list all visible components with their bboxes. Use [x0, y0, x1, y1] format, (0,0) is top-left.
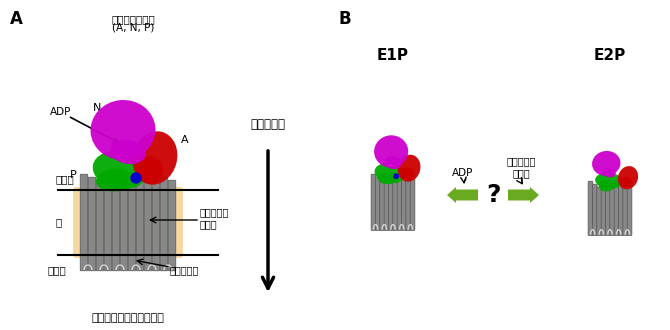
Ellipse shape	[599, 180, 615, 191]
FancyBboxPatch shape	[410, 174, 415, 230]
Ellipse shape	[90, 100, 155, 160]
Ellipse shape	[595, 173, 622, 189]
Text: 輸送の方向: 輸送の方向	[251, 118, 285, 131]
Ellipse shape	[618, 166, 638, 189]
FancyBboxPatch shape	[96, 180, 104, 271]
FancyBboxPatch shape	[597, 187, 602, 236]
FancyBboxPatch shape	[592, 184, 597, 236]
Ellipse shape	[592, 151, 620, 176]
FancyBboxPatch shape	[610, 187, 614, 236]
Text: ADP: ADP	[50, 107, 72, 117]
FancyBboxPatch shape	[627, 181, 632, 236]
FancyArrow shape	[508, 187, 539, 203]
FancyArrow shape	[447, 187, 478, 203]
FancyBboxPatch shape	[588, 181, 593, 236]
FancyBboxPatch shape	[160, 177, 168, 271]
Ellipse shape	[398, 155, 421, 182]
Text: カルシウムイオンポンプ: カルシウムイオンポンプ	[92, 313, 164, 323]
FancyBboxPatch shape	[401, 177, 406, 230]
Text: E2P: E2P	[594, 48, 626, 62]
Text: 小胞体: 小胞体	[48, 265, 67, 275]
FancyBboxPatch shape	[393, 180, 397, 230]
Ellipse shape	[375, 163, 405, 183]
FancyBboxPatch shape	[88, 177, 96, 271]
FancyBboxPatch shape	[406, 180, 411, 230]
FancyBboxPatch shape	[606, 184, 610, 236]
Text: 膜: 膜	[55, 217, 61, 227]
Text: P: P	[70, 170, 76, 180]
Ellipse shape	[111, 140, 146, 164]
Ellipse shape	[92, 151, 147, 189]
FancyBboxPatch shape	[371, 174, 376, 230]
FancyBboxPatch shape	[80, 174, 88, 271]
FancyBboxPatch shape	[128, 174, 136, 271]
FancyBboxPatch shape	[623, 187, 628, 236]
Ellipse shape	[603, 168, 616, 178]
FancyBboxPatch shape	[112, 177, 120, 271]
Ellipse shape	[385, 156, 401, 169]
FancyBboxPatch shape	[389, 177, 393, 230]
FancyBboxPatch shape	[73, 187, 183, 258]
Text: ADP: ADP	[452, 168, 474, 178]
Text: A: A	[10, 10, 23, 28]
FancyBboxPatch shape	[120, 180, 128, 271]
FancyBboxPatch shape	[618, 184, 623, 236]
FancyBboxPatch shape	[601, 181, 606, 236]
Text: 膜貫通部位: 膜貫通部位	[170, 265, 200, 275]
FancyBboxPatch shape	[375, 177, 380, 230]
FancyBboxPatch shape	[380, 180, 385, 230]
Ellipse shape	[96, 169, 134, 191]
Circle shape	[394, 174, 398, 179]
FancyBboxPatch shape	[168, 180, 176, 271]
Ellipse shape	[378, 172, 398, 184]
FancyBboxPatch shape	[152, 174, 160, 271]
Ellipse shape	[137, 156, 163, 183]
Text: E1P: E1P	[377, 48, 409, 62]
FancyBboxPatch shape	[397, 174, 402, 230]
Text: 細胞質: 細胞質	[55, 174, 74, 184]
FancyBboxPatch shape	[614, 181, 619, 236]
Text: ?: ?	[486, 183, 500, 207]
Ellipse shape	[133, 131, 178, 185]
Text: N: N	[93, 103, 101, 113]
Text: 細胞質ドメイン: 細胞質ドメイン	[111, 14, 155, 24]
FancyBboxPatch shape	[144, 180, 152, 271]
Ellipse shape	[401, 167, 413, 179]
Ellipse shape	[374, 135, 408, 168]
FancyBboxPatch shape	[105, 174, 112, 271]
Text: A: A	[181, 135, 189, 145]
Text: カルシウム
イオン: カルシウム イオン	[507, 156, 536, 178]
FancyBboxPatch shape	[384, 174, 389, 230]
FancyBboxPatch shape	[136, 177, 144, 271]
Text: (A, N, P): (A, N, P)	[112, 23, 154, 33]
Text: B: B	[338, 10, 350, 28]
Ellipse shape	[621, 177, 631, 187]
Text: カルシウム
イオン: カルシウム イオン	[200, 207, 229, 229]
Circle shape	[131, 173, 141, 183]
